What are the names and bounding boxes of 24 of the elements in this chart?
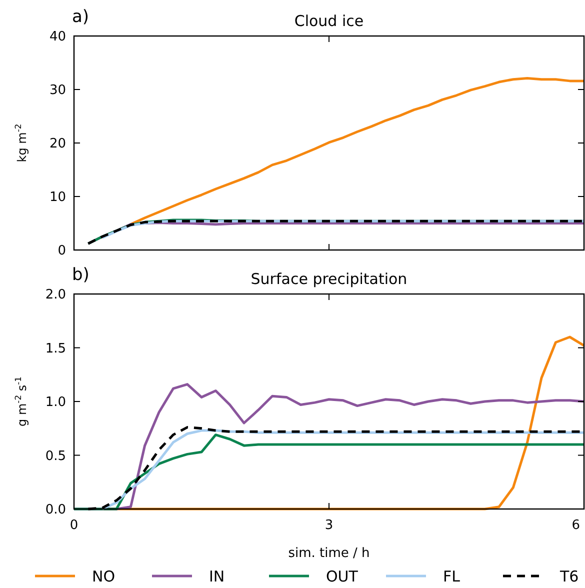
y-tick-label: 0.5 (45, 448, 66, 464)
legend-label: FL (443, 567, 461, 586)
x-tick-label: 3 (324, 518, 334, 533)
y-tick-label: 2.0 (45, 288, 66, 303)
x-tick-label: 6 (572, 518, 580, 533)
chart-title: Surface precipitation (250, 270, 408, 288)
y-tick-label: 0.0 (45, 502, 66, 518)
y-tick-label: 0 (58, 244, 66, 259)
text: b) (72, 265, 90, 285)
x-tick-label: 0 (70, 518, 78, 533)
x-axis-title: sim. time / h (288, 546, 370, 561)
legend-label: T6 (559, 567, 579, 586)
y-tick-label: 1.0 (45, 395, 66, 410)
text: a) (72, 7, 90, 27)
legend-label: IN (209, 567, 225, 586)
legend-label: NO (92, 567, 116, 586)
y-tick-label: 20 (49, 136, 66, 152)
y-tick-label: 10 (49, 190, 66, 206)
legend-label: OUT (326, 567, 359, 586)
line-series (129, 77, 585, 226)
chart-title: Cloud ice (294, 12, 364, 30)
y-tick-label: 30 (49, 83, 66, 98)
y-tick-label: 1.5 (45, 341, 66, 356)
y-tick-label: 40 (49, 30, 66, 45)
